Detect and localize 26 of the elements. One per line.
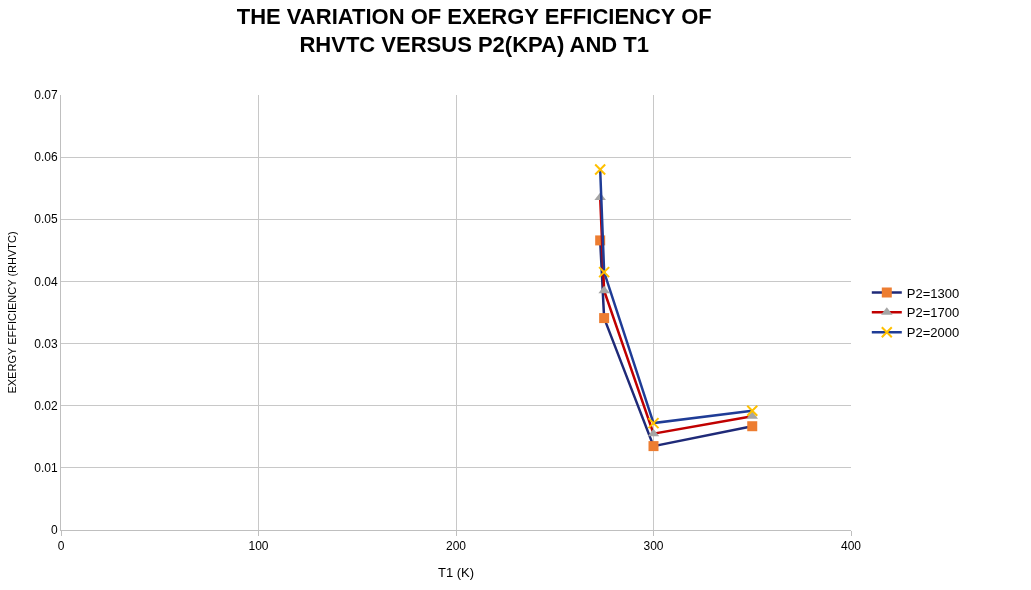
- x-tick-label: 100: [248, 539, 269, 554]
- y-tick-label: 0.01: [34, 461, 58, 476]
- x-tick-label: 200: [445, 539, 467, 554]
- y-tick-label: 0.06: [34, 150, 58, 165]
- y-tick-label: 0: [50, 523, 58, 538]
- x-tick-label: 300: [643, 539, 664, 554]
- point: [747, 421, 758, 432]
- y-axis-title: EXERGY EFFICIENCY (RHVTC): [5, 231, 18, 394]
- y-tick-label: 0.03: [34, 336, 58, 351]
- y-tick-label: 0.04: [34, 274, 58, 289]
- point: [598, 266, 611, 279]
- y-tick-label: 0.07: [34, 88, 58, 103]
- legend-label: P2=1300: [906, 285, 960, 301]
- x-axis-title: T1 (K): [437, 565, 475, 580]
- x-tick-label: 400: [840, 539, 862, 554]
- y-tick-label: 0.05: [34, 212, 58, 227]
- legend-label: P2=1700: [906, 305, 960, 321]
- point: [594, 163, 607, 176]
- legend-label: P2=2000: [906, 325, 960, 341]
- point: [599, 313, 610, 324]
- point: [598, 285, 610, 294]
- chart-title: THE VARIATION OF EXERGY EFFICIENCY OF RHVTC VERSUS P2(KPA) AND T1: [236, 3, 712, 58]
- point: [746, 404, 759, 417]
- point: [648, 441, 659, 452]
- point: [647, 417, 660, 430]
- y-tick-label: 0.02: [34, 398, 58, 413]
